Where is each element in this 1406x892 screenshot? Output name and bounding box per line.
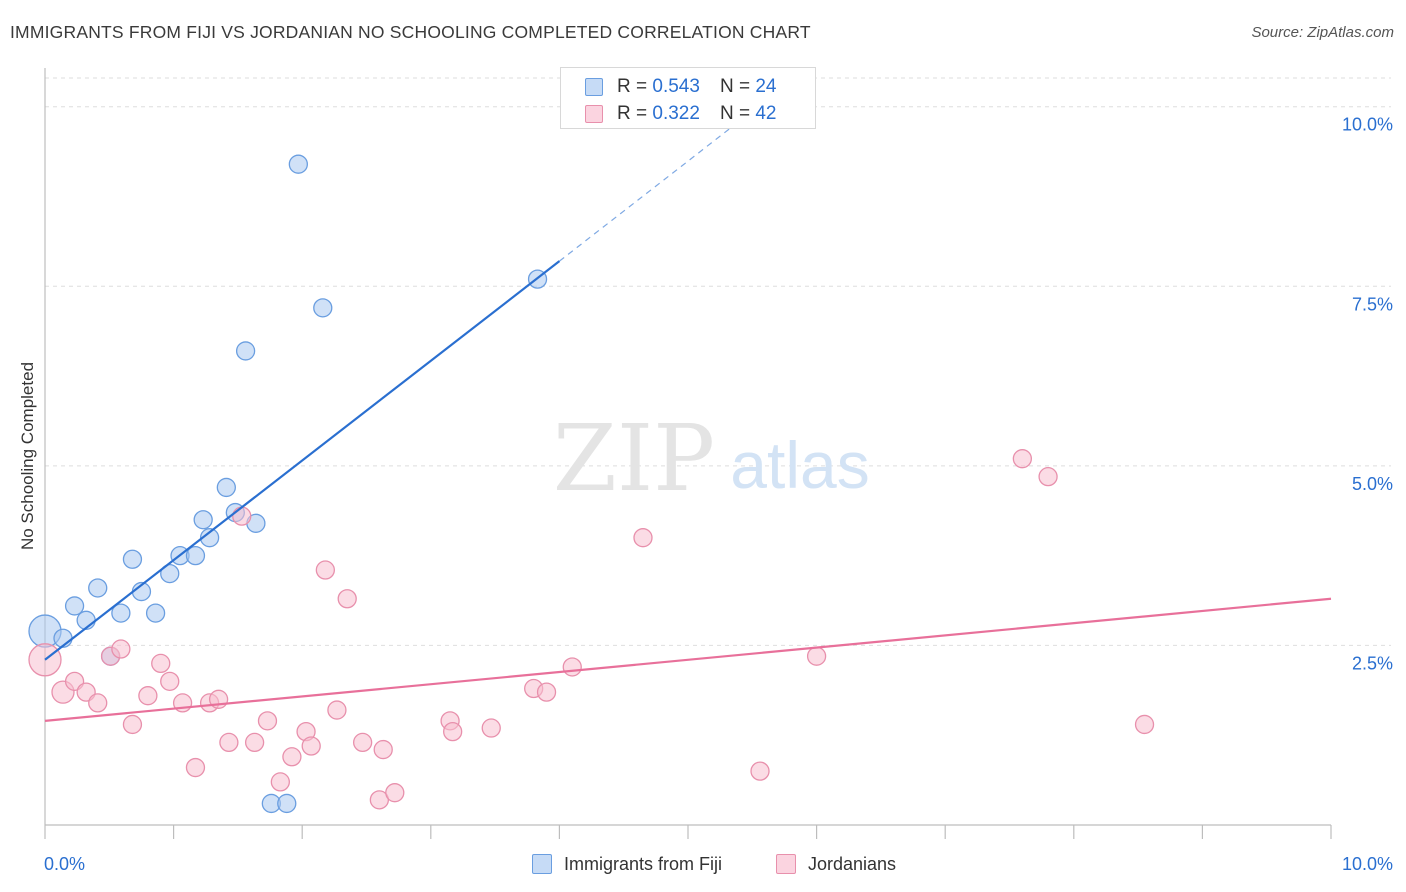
jordanians-point bbox=[1012, 449, 1033, 469]
chart-title: IMMIGRANTS FROM FIJI VS JORDANIAN NO SCH… bbox=[10, 22, 811, 42]
jordanians-point bbox=[232, 506, 252, 526]
fiji-trend-extension bbox=[559, 120, 740, 262]
legend-row-jordanians: R = 0.322 N = 42 bbox=[585, 103, 776, 125]
fiji-trend-line bbox=[44, 260, 561, 661]
fiji-point bbox=[122, 549, 143, 569]
fiji-point bbox=[64, 596, 85, 616]
jordanians-point bbox=[337, 589, 357, 609]
jordanians-point bbox=[244, 732, 265, 753]
jordanians-point bbox=[750, 761, 770, 781]
jordanians-legend-swatch bbox=[776, 854, 796, 874]
fiji-point bbox=[111, 603, 131, 623]
jordanians-point bbox=[301, 736, 321, 756]
stats-legend: R = 0.543 N = 24 R = 0.322 N = 42 bbox=[560, 67, 816, 129]
jordanians-point bbox=[352, 732, 373, 753]
jordanians-point bbox=[481, 718, 501, 738]
jordanians-point bbox=[385, 783, 405, 803]
r-value: 0.322 bbox=[652, 103, 700, 124]
jordanians-point bbox=[327, 700, 347, 720]
fiji-point bbox=[145, 603, 166, 623]
jordanians-point bbox=[138, 686, 158, 706]
y-tick-label: 10.0% bbox=[1342, 115, 1393, 135]
jordanians-point bbox=[315, 560, 335, 580]
r-label: R = bbox=[617, 103, 648, 124]
x-tick-label: 10.0% bbox=[1342, 854, 1393, 874]
jordanians-point bbox=[122, 714, 143, 735]
jordanians-point bbox=[219, 732, 239, 753]
source-label: Source: ZipAtlas.com bbox=[1251, 24, 1394, 41]
jordanians-point bbox=[373, 739, 393, 760]
n-label: N = bbox=[719, 103, 751, 124]
data-points bbox=[28, 154, 1155, 814]
watermark-zip: ZIP bbox=[553, 405, 715, 512]
r-value: 0.543 bbox=[652, 76, 700, 97]
jordanians-point bbox=[1038, 466, 1058, 487]
jordanians-point bbox=[1134, 714, 1155, 735]
jordanians-legend-label: Jordanians bbox=[808, 853, 897, 874]
fiji-point bbox=[216, 477, 236, 498]
jordanians-point bbox=[151, 653, 171, 674]
legend-item-fiji: Immigrants from Fiji bbox=[532, 852, 722, 876]
jordanians-point bbox=[282, 747, 302, 767]
y-axis-label: No Schooling Completed bbox=[18, 361, 37, 551]
jordanians-trend-line bbox=[44, 597, 1332, 722]
y-tick-label: 5.0% bbox=[1352, 474, 1393, 494]
fiji-legend-label: Immigrants from Fiji bbox=[564, 853, 723, 874]
fiji-point bbox=[193, 510, 213, 530]
fiji-point bbox=[199, 528, 220, 548]
fiji-point bbox=[88, 578, 108, 598]
jordanians-point bbox=[185, 757, 206, 778]
watermark: ZIP atlas bbox=[553, 405, 870, 512]
r-label: R = bbox=[617, 76, 648, 97]
fiji-legend-swatch bbox=[532, 854, 552, 874]
jordanians-swatch bbox=[585, 105, 603, 123]
jordanians-point bbox=[257, 711, 278, 731]
jordanians-point bbox=[111, 639, 131, 659]
fiji-point bbox=[185, 545, 206, 566]
y-tick-label: 2.5% bbox=[1352, 653, 1393, 673]
n-value: 24 bbox=[755, 76, 777, 97]
watermark-atlas: atlas bbox=[730, 428, 869, 502]
fiji-point bbox=[235, 341, 256, 361]
legend-item-jordanians: Jordanians bbox=[776, 852, 896, 876]
fiji-point bbox=[160, 563, 180, 584]
x-tick-label: 0.0% bbox=[44, 854, 85, 874]
fiji-point bbox=[277, 793, 297, 814]
fiji-point bbox=[313, 298, 333, 318]
jordanians-point bbox=[270, 772, 290, 792]
n-value: 42 bbox=[755, 103, 777, 124]
jordanians-point bbox=[806, 646, 827, 666]
jordanians-point bbox=[536, 682, 557, 702]
gridlines bbox=[45, 77, 1391, 646]
jordanians-point bbox=[160, 671, 180, 691]
legend-row-fiji: R = 0.543 N = 24 bbox=[585, 76, 776, 98]
jordanians-point bbox=[443, 721, 463, 742]
fiji-point bbox=[288, 154, 308, 174]
jordanians-point bbox=[562, 657, 582, 677]
axes bbox=[44, 68, 1332, 839]
n-label: N = bbox=[719, 76, 751, 97]
y-tick-label: 7.5% bbox=[1352, 294, 1393, 314]
jordanians-point bbox=[88, 693, 108, 713]
fiji-swatch bbox=[585, 78, 603, 96]
tick-labels: 2.5% 5.0% 7.5% 10.0% 0.0% 10.0% bbox=[44, 115, 1393, 874]
jordanians-point bbox=[633, 528, 653, 548]
trend-lines bbox=[44, 120, 1332, 722]
